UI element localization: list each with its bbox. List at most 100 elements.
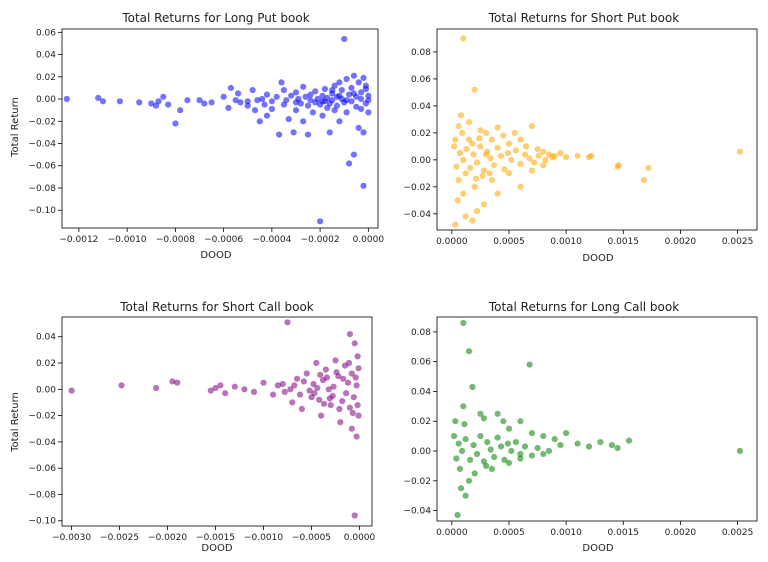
scatter-points bbox=[451, 35, 744, 228]
scatter-point bbox=[320, 400, 328, 407]
y-tick-label: 0.00 bbox=[411, 447, 431, 457]
scatter-point bbox=[232, 97, 239, 104]
scatter-point bbox=[225, 104, 232, 111]
scatter-point bbox=[351, 340, 358, 347]
scatter-point bbox=[319, 98, 326, 105]
scatter-point bbox=[508, 447, 515, 455]
scatter-point bbox=[494, 124, 501, 131]
scatter-point bbox=[296, 391, 304, 398]
y-tick-label: −0.04 bbox=[403, 507, 431, 517]
scatter-point bbox=[465, 119, 473, 126]
scatter-point bbox=[336, 118, 343, 125]
scatter-point bbox=[212, 384, 219, 392]
scatter-point bbox=[321, 85, 328, 93]
scatter-point bbox=[488, 465, 495, 472]
scatter-point bbox=[300, 118, 307, 125]
x-tick-label: 0.0020 bbox=[665, 237, 697, 247]
scatter-point bbox=[625, 437, 633, 444]
scatter-point bbox=[457, 112, 465, 119]
scatter-point bbox=[355, 412, 362, 419]
scatter-point bbox=[528, 123, 536, 130]
scatter-point bbox=[500, 132, 507, 139]
scatter-point bbox=[454, 511, 461, 519]
scatter-point bbox=[250, 388, 258, 395]
scatter-point bbox=[504, 150, 511, 157]
scatter-point bbox=[329, 87, 336, 94]
scatter-point bbox=[494, 410, 501, 417]
scatter-point bbox=[540, 148, 547, 155]
scatter-point bbox=[462, 492, 469, 499]
y-tick-label: −0.02 bbox=[403, 183, 431, 193]
y-axis-label: Total Return bbox=[10, 97, 21, 158]
scatter-point bbox=[480, 415, 487, 422]
scatter-point bbox=[287, 386, 294, 393]
scatter-point bbox=[517, 455, 524, 462]
scatter-point bbox=[358, 95, 365, 103]
scatter-point bbox=[340, 375, 347, 382]
scatter-point bbox=[551, 436, 558, 443]
scatter-point bbox=[365, 92, 372, 99]
scatter-point bbox=[343, 109, 350, 116]
scatter-point bbox=[311, 390, 318, 397]
scatter-point bbox=[251, 107, 259, 114]
scatter-point bbox=[535, 152, 542, 159]
x-tick-label: −0.0008 bbox=[156, 235, 195, 245]
scatter-point bbox=[480, 167, 487, 174]
scatter-point bbox=[345, 359, 353, 367]
scatter-point bbox=[256, 118, 263, 125]
y-tick-label: −0.02 bbox=[28, 412, 56, 422]
scatter-point bbox=[136, 99, 143, 106]
scatter-point bbox=[309, 109, 316, 116]
scatter-point bbox=[487, 155, 494, 162]
scatter-point bbox=[460, 156, 467, 163]
scatter-point bbox=[467, 456, 474, 463]
scatter-point bbox=[355, 79, 362, 86]
scatter-point bbox=[457, 485, 465, 492]
scatter-point bbox=[319, 112, 326, 119]
scatter-point bbox=[545, 447, 553, 455]
scatter-point bbox=[455, 177, 462, 184]
scatter-point bbox=[344, 379, 352, 386]
scatter-point bbox=[313, 359, 320, 367]
x-tick-label: 0.0005 bbox=[493, 528, 525, 538]
plot-frame bbox=[61, 316, 373, 527]
chart-title: Total Returns for Long Put book bbox=[121, 11, 309, 25]
chart-title: Total Returns for Short Call book bbox=[119, 300, 314, 314]
y-tick-label: −0.10 bbox=[28, 517, 56, 527]
scatter-point bbox=[260, 379, 267, 386]
plot-frame bbox=[436, 28, 758, 231]
scatter-point bbox=[477, 433, 484, 440]
scatter-point bbox=[460, 319, 467, 327]
scatter-point bbox=[517, 450, 524, 458]
scatter-point bbox=[172, 120, 179, 127]
scatter-point bbox=[333, 369, 340, 376]
scatter-point bbox=[306, 387, 313, 394]
axes-long-call: 0.0000 0.0005 0.0010 0.0015 0.0020 0.0025 0.08… bbox=[403, 316, 758, 538]
subplot-short-put: Total Returns for Short Put book DOOD bbox=[488, 11, 680, 264]
scatter-point bbox=[534, 146, 541, 153]
axes-long-put: −0.0012 −0.0010 −0.0008 −0.0006 −0.0004 −0.00… bbox=[28, 28, 384, 245]
y-tick-label: −0.08 bbox=[28, 490, 56, 500]
scatter-point bbox=[337, 419, 344, 426]
scatter-point bbox=[615, 162, 622, 169]
scatter-point bbox=[479, 172, 486, 180]
scatter-point bbox=[494, 190, 501, 197]
scatter-point bbox=[329, 97, 336, 104]
scatter-point bbox=[283, 97, 290, 104]
y-axis-label: Total Return bbox=[10, 392, 21, 453]
scatter-point bbox=[462, 170, 469, 177]
scatter-point bbox=[454, 197, 461, 204]
x-tick-label: 0.0015 bbox=[608, 528, 640, 538]
scatter-point bbox=[346, 404, 353, 411]
scatter-point bbox=[268, 105, 275, 113]
scatter-point bbox=[324, 94, 331, 101]
scatter-point bbox=[148, 100, 155, 107]
scatter-point bbox=[456, 150, 463, 157]
scatter-point bbox=[336, 92, 343, 99]
scatter-point bbox=[300, 83, 307, 90]
scatter-point bbox=[585, 443, 593, 450]
y-tick-label: −0.06 bbox=[28, 162, 56, 172]
x-tick-label: 0.0005 bbox=[493, 237, 525, 247]
subplot-short-call: Total Returns for Short Call book DOOD T… bbox=[10, 300, 314, 554]
scatter-point bbox=[348, 370, 355, 377]
